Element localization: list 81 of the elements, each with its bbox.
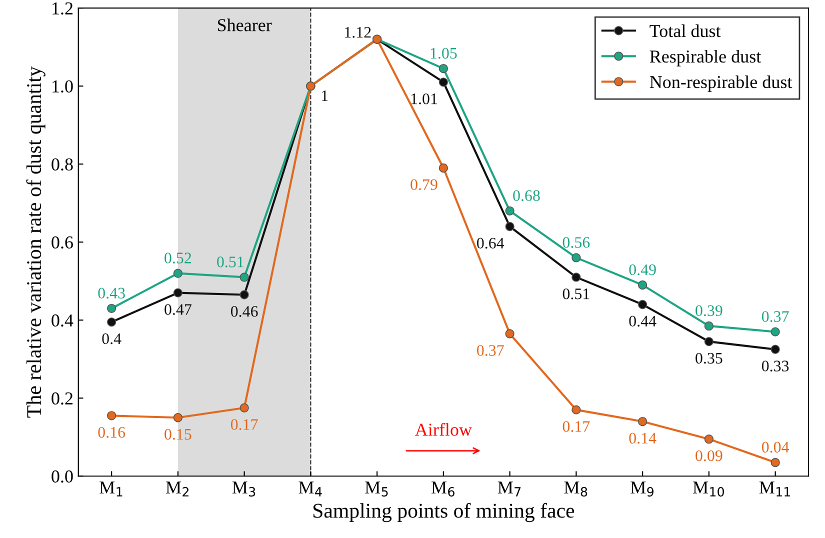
data-label: 0.37 xyxy=(762,311,789,322)
y-tick-label: 1.0 xyxy=(52,80,73,93)
y-tick-label: 0.0 xyxy=(52,470,73,483)
x-tick-label: M$_{8}$ xyxy=(564,482,588,497)
data-label: 0.47 xyxy=(164,304,192,315)
point xyxy=(704,321,714,331)
point xyxy=(505,206,514,216)
point xyxy=(173,413,183,422)
data-label: 0.35 xyxy=(696,352,722,364)
point xyxy=(240,272,249,282)
x-tick-label: M$_{9}$ xyxy=(630,482,654,497)
point xyxy=(770,327,780,336)
data-label: 0.04 xyxy=(762,442,790,453)
data-label: 0.51 xyxy=(562,288,590,300)
data-label: 0.4 xyxy=(102,333,122,344)
point xyxy=(106,304,116,313)
data-label: 0.46 xyxy=(230,306,258,317)
point xyxy=(240,403,249,412)
annotation: Airflow xyxy=(415,422,472,436)
y-tick-label: 0.4 xyxy=(52,314,74,327)
data-label: 0.17 xyxy=(562,421,590,432)
legend-label: Non-respirable dust xyxy=(650,75,792,92)
point xyxy=(240,290,249,300)
x-tick-label: M$_{2}$ xyxy=(166,482,188,496)
band-label: Shearer xyxy=(218,18,272,32)
data-label: 1.05 xyxy=(430,48,457,59)
point xyxy=(438,64,448,74)
x-tick-label: M$_{10}$ xyxy=(693,482,724,497)
y-axis-title: The relative variation rate of dust quantity xyxy=(26,66,46,418)
point xyxy=(572,405,581,414)
y-tick-label: 0.8 xyxy=(52,158,73,171)
data-label: 1.01 xyxy=(411,93,438,104)
data-label: 0.39 xyxy=(696,305,722,316)
point xyxy=(505,329,514,338)
data-label: 0.49 xyxy=(629,264,656,276)
data-label: 0.51 xyxy=(217,256,244,268)
x-axis-title: Sampling points of mining face xyxy=(313,502,574,522)
point xyxy=(106,411,116,420)
point xyxy=(638,300,648,310)
legend-label: Total dust xyxy=(650,24,721,38)
data-label: 0.56 xyxy=(562,237,590,248)
point xyxy=(173,268,183,278)
data-label: 0.68 xyxy=(513,190,540,202)
point xyxy=(438,78,448,87)
y-tick-label: 0.2 xyxy=(52,392,73,405)
x-tick-label: M$_{1}$ xyxy=(100,482,122,496)
data-label: 0.64 xyxy=(477,238,504,249)
x-tick-label: M$_{3}$ xyxy=(232,482,256,497)
data-label: 0.17 xyxy=(230,419,258,430)
y-tick-label: 1.2 xyxy=(52,2,73,15)
data-label: 0.15 xyxy=(164,428,192,440)
data-label: 0.14 xyxy=(629,432,656,444)
point xyxy=(704,434,714,444)
point xyxy=(638,280,648,290)
x-tick-label: M$_{5}$ xyxy=(365,482,388,497)
point xyxy=(572,253,581,262)
data-label: 0.37 xyxy=(477,345,504,356)
x-tick-label: M$_{4}$ xyxy=(298,482,322,496)
data-label: 0.79 xyxy=(410,179,438,190)
data-label: 0.16 xyxy=(98,426,126,438)
x-tick-label: M$_{11}$ xyxy=(759,482,790,496)
data-label: 1 xyxy=(322,90,328,102)
data-label: 0.52 xyxy=(164,252,192,264)
legend-label: Respirable dust xyxy=(650,50,762,66)
point xyxy=(572,272,581,282)
point xyxy=(770,344,780,354)
x-tick-label: M$_{6}$ xyxy=(432,482,454,497)
point xyxy=(638,416,648,426)
data-label: 0.44 xyxy=(629,316,656,327)
data-label: 0.33 xyxy=(762,360,789,372)
point xyxy=(173,288,183,298)
x-tick-label: M$_{7}$ xyxy=(498,482,521,496)
point xyxy=(704,336,714,346)
point xyxy=(106,317,116,327)
point xyxy=(770,458,780,468)
point xyxy=(438,163,448,173)
data-label: 1.12 xyxy=(345,26,371,38)
y-tick-label: 0.6 xyxy=(52,236,73,249)
data-label: 0.09 xyxy=(696,450,722,462)
data-label: 0.43 xyxy=(98,288,125,299)
point xyxy=(505,222,514,232)
